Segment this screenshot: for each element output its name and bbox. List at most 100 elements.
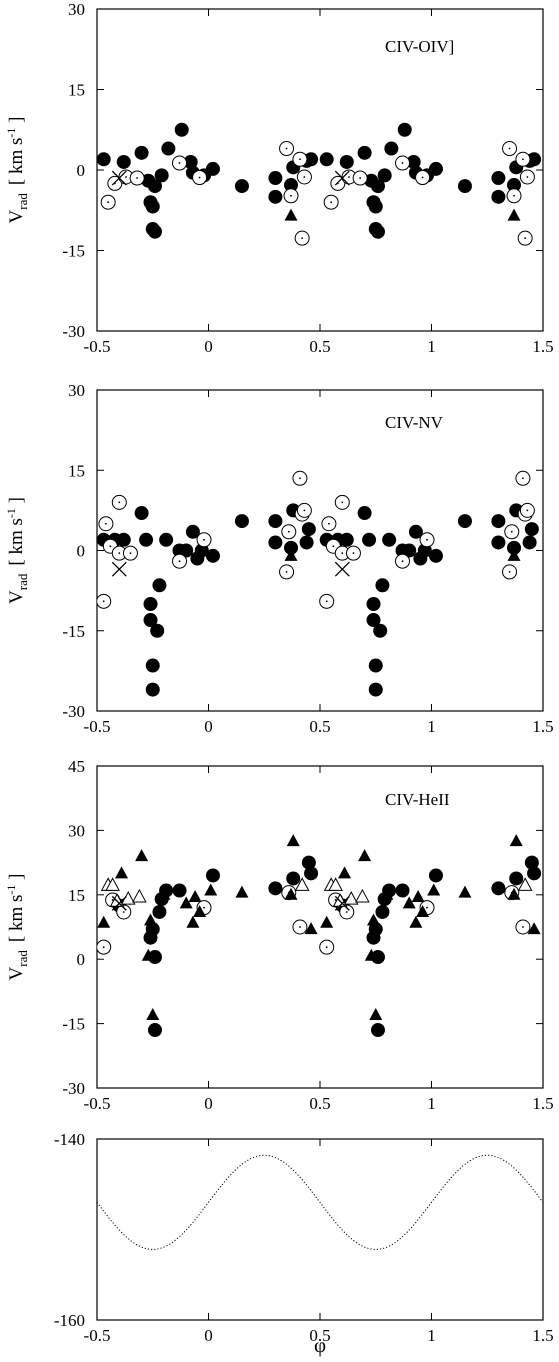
x-tick-label: 1.5 — [532, 717, 553, 736]
data-point-filled-circle — [234, 514, 249, 529]
data-point-filled-triangle — [320, 915, 334, 928]
data-point-filled-triangle — [141, 948, 155, 961]
data-point-filled-triangle — [144, 913, 158, 926]
panel-3: -0.5 0 0.5 1 1.5 -30 -15 0 15 30 45 CIV-HeII Vrad [ k… — [4, 757, 554, 1113]
data-point-filled-triangle — [527, 922, 541, 935]
data-point-filled-circle — [268, 189, 283, 204]
data-point-filled-circle — [357, 145, 372, 160]
data-point-filled-circle — [428, 868, 443, 883]
y-label-sub: rad — [15, 573, 30, 590]
data-point-open-circle-dot — [136, 177, 139, 179]
data-point-open-circle-dot — [299, 926, 301, 928]
data-point-filled-circle — [174, 122, 189, 137]
data-point-filled-circle — [116, 154, 131, 169]
data-point-filled-circle — [205, 548, 220, 563]
data-point-filled-triangle — [179, 896, 193, 909]
data-point-filled-circle — [152, 904, 167, 919]
data-point-filled-circle — [428, 161, 443, 176]
data-point-filled-circle — [357, 506, 372, 521]
data-marks — [97, 1154, 543, 1250]
data-point-open-circle-dot — [341, 501, 344, 504]
data-point-filled-circle — [377, 168, 392, 183]
data-point-filled-circle — [366, 597, 381, 611]
data-point-filled-triangle — [364, 948, 378, 961]
data-point-open-triangle — [517, 877, 533, 891]
data-point-open-circle-dot — [524, 237, 527, 240]
data-point-filled-circle — [143, 597, 158, 611]
data-point-filled-triangle — [284, 887, 298, 900]
data-point-filled-triangle — [146, 1008, 160, 1021]
data-marks — [97, 470, 539, 697]
x-tick-label: -0.5 — [84, 717, 111, 736]
x-tick-label: 0.5 — [309, 337, 330, 356]
data-point-filled-circle — [384, 141, 399, 156]
data-point-filled-circle — [339, 532, 354, 547]
y-tick-label: 15 — [68, 886, 85, 905]
data-point-filled-circle — [97, 152, 111, 167]
y-tick-label: -30 — [62, 322, 85, 341]
y-tick-label: -15 — [62, 622, 85, 641]
data-point-filled-circle — [370, 179, 385, 194]
data-point-open-circle-dot — [330, 201, 333, 204]
x-tick-label: 1 — [427, 717, 436, 736]
data-point-filled-circle — [304, 152, 319, 167]
y-tick-label: -15 — [62, 1015, 85, 1034]
x-tick-label: 1 — [427, 1094, 436, 1113]
data-point-filled-circle — [491, 189, 506, 204]
data-point-filled-triangle — [509, 834, 523, 847]
data-point-filled-circle — [301, 855, 316, 870]
data-point-open-circle-dot — [508, 147, 511, 150]
data-point-filled-circle — [139, 532, 154, 547]
data-point-filled-circle — [527, 866, 542, 881]
y-tick-label: -30 — [62, 702, 85, 721]
data-point-filled-circle — [234, 179, 249, 194]
data-point-filled-circle — [172, 883, 187, 898]
data-point-open-triangle — [328, 877, 343, 891]
y-tick-label: 30 — [68, 381, 85, 400]
data-point-open-circle-dot — [426, 538, 428, 541]
data-point-filled-circle — [268, 171, 283, 186]
data-point-filled-circle — [397, 122, 412, 137]
data-point-open-circle-dot — [107, 201, 110, 204]
data-point-filled-circle — [395, 883, 410, 898]
y-label-main: V — [6, 966, 27, 980]
data-point-filled-triangle — [304, 922, 318, 935]
panel-4: -0.5 0 0.5 1 1.5 -160 -140 — [54, 1130, 554, 1345]
y-tick-label: 0 — [77, 542, 86, 561]
data-point-filled-circle — [268, 514, 283, 529]
data-point-filled-triangle — [235, 885, 249, 898]
y-label-unit-close: ] — [6, 874, 27, 885]
data-point-filled-circle — [284, 540, 299, 555]
data-point-open-circle-dot — [334, 899, 337, 901]
y-label-unit-close: ] — [6, 117, 27, 128]
data-point-filled-triangle — [157, 887, 171, 900]
data-point-filled-triangle — [507, 208, 521, 221]
data-point-filled-triangle — [369, 1008, 383, 1021]
panel-frame — [96, 1138, 544, 1321]
data-point-filled-triangle — [338, 866, 352, 879]
data-point-filled-circle — [145, 199, 160, 214]
data-point-filled-circle — [370, 224, 385, 239]
y-label-main: V — [6, 590, 27, 604]
x-tick-label: -0.5 — [84, 1326, 111, 1345]
data-point-filled-triangle — [286, 834, 300, 847]
data-point-open-circle-dot — [198, 176, 201, 179]
data-point-open-circle-dot — [345, 911, 348, 913]
data-point-filled-circle — [368, 658, 383, 673]
data-point-filled-circle — [299, 535, 314, 550]
data-point-open-circle-dot — [109, 545, 112, 548]
data-point-filled-circle — [375, 904, 390, 919]
data-point-filled-triangle — [193, 904, 207, 917]
y-label-unit: [ km s — [6, 518, 27, 566]
data-point-filled-triangle — [186, 915, 200, 928]
data-point-open-circle-dot — [203, 906, 205, 909]
data-point-filled-circle — [145, 922, 160, 937]
x-tick-label: 0 — [204, 717, 213, 736]
data-point-open-circle-dot — [332, 545, 335, 548]
x-axis-label: φ — [314, 1333, 326, 1357]
data-point-open-circle-dot — [303, 176, 306, 178]
y-label-unit: [ km s — [6, 138, 27, 186]
data-point-filled-triangle — [367, 913, 381, 926]
data-point-filled-circle — [147, 224, 162, 239]
data-point-filled-circle — [286, 871, 301, 886]
